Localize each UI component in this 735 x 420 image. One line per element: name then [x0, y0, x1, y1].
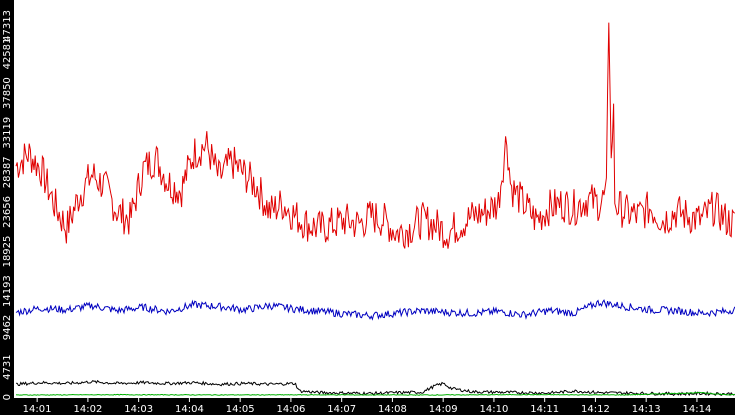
x-tick-label: 14:14: [682, 404, 711, 415]
y-tick-label: 47313: [2, 10, 13, 42]
y-tick-label: 42581: [2, 38, 13, 70]
x-tick-label: 14:13: [632, 404, 661, 415]
y-axis-band: [0, 0, 14, 400]
y-tick-label: 23656: [2, 196, 13, 228]
series-line-2: [15, 299, 735, 321]
y-tick-label: 18925: [2, 236, 13, 268]
y-tick-label: 9462: [2, 315, 13, 340]
x-tick-label: 14:02: [73, 404, 102, 415]
x-tick-label: 14:04: [175, 404, 204, 415]
x-tick-label: 14:07: [327, 404, 356, 415]
x-tick-label: 14:08: [378, 404, 407, 415]
series-line-3: [15, 379, 735, 397]
y-tick-label: 0: [2, 394, 13, 400]
x-tick-label: 14:09: [429, 404, 458, 415]
y-tick-labels: 0 4731 9462 14193 18925 23656 28387 33119 37850 4…: [2, 10, 13, 400]
x-tick-label: 14:12: [581, 404, 610, 415]
x-tick-labels: 14:01 14:02 14:03 14:04 14:05 14:06 14:07 14:08…: [23, 398, 711, 415]
series-layer: [15, 22, 735, 397]
plot-background: [14, 0, 735, 398]
y-tick-label: 4731: [2, 354, 13, 379]
x-tick-label: 14:10: [479, 404, 508, 415]
series-line-1: [15, 22, 735, 249]
x-tick-label: 14:03: [124, 404, 153, 415]
x-tick-label: 14:06: [276, 404, 305, 415]
y-tick-label: 14193: [2, 275, 13, 307]
x-axis-band: [0, 398, 735, 415]
y-tick-label: 33119: [2, 117, 13, 149]
series-line-4: [15, 391, 735, 396]
y-tick-label: 37850: [2, 77, 13, 109]
x-tick-label: 14:11: [530, 404, 559, 415]
y-tick-label: 28387: [2, 156, 13, 188]
x-tick-label: 14:05: [226, 404, 255, 415]
x-tick-label: 14:01: [23, 404, 52, 415]
